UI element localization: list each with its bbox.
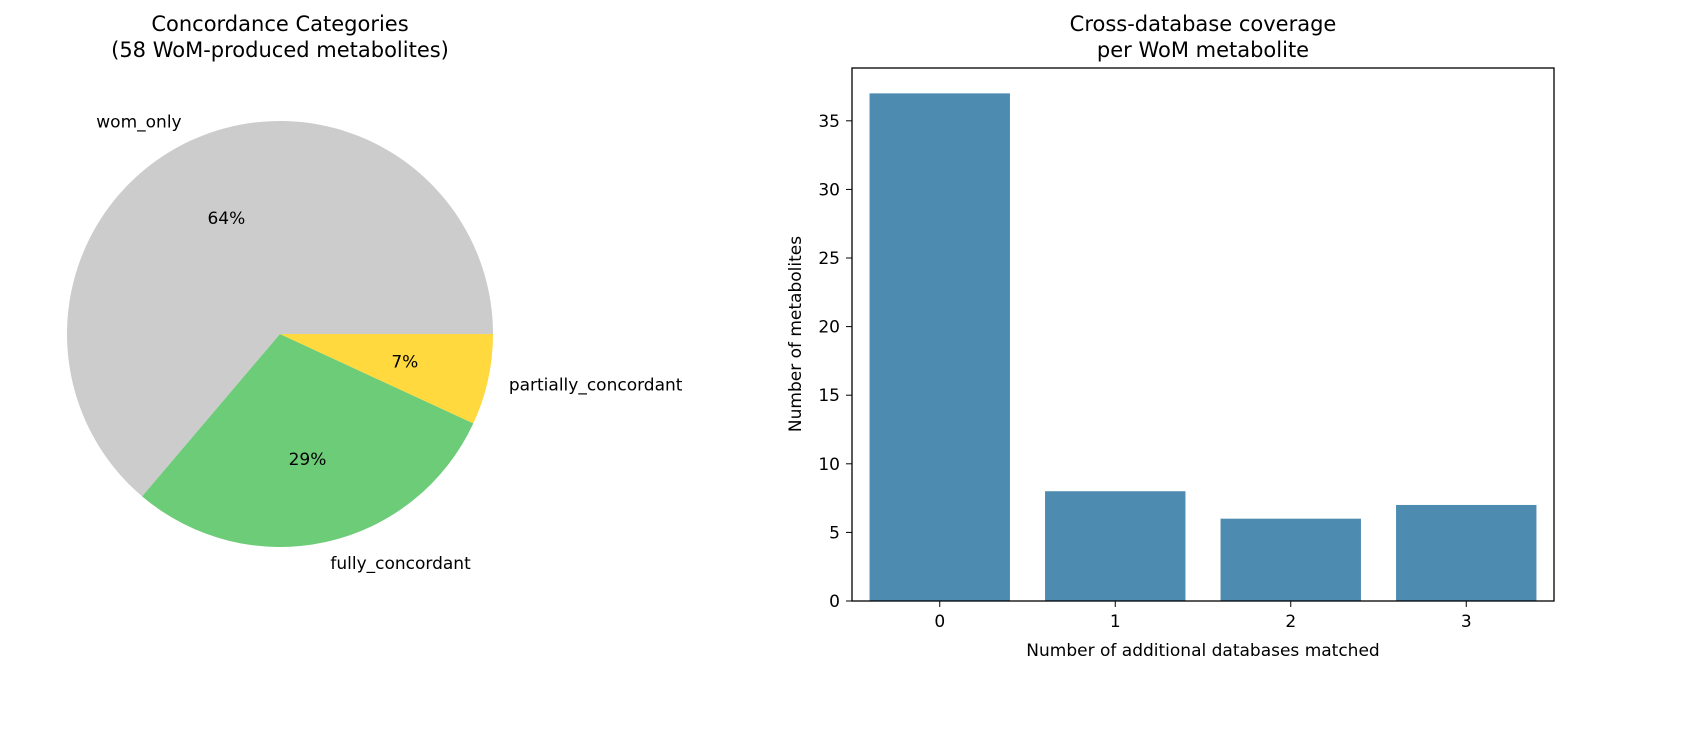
bar-title-line-1: Cross-database coverage bbox=[1070, 12, 1337, 36]
pie-label-wom_only: wom_only bbox=[96, 112, 181, 132]
bar-3 bbox=[1396, 504, 1537, 601]
pie-pct-label-partially_concordant: 7% bbox=[391, 352, 418, 372]
y-tick-label: 35 bbox=[818, 112, 840, 132]
pie-pct-label-fully_concordant: 29% bbox=[289, 450, 327, 470]
pie-title-line-1: Concordance Categories bbox=[151, 12, 408, 36]
bar-0 bbox=[869, 93, 1010, 601]
bar-2 bbox=[1220, 518, 1361, 601]
x-axis-label: Number of additional databases matched bbox=[1026, 641, 1379, 661]
x-tick-label: 0 bbox=[934, 612, 945, 632]
pie-slice-partially_concordant bbox=[280, 334, 493, 424]
pie-label-partially_concordant: partially_concordant bbox=[509, 375, 683, 395]
y-tick-label: 20 bbox=[818, 318, 840, 338]
bar-1 bbox=[1045, 491, 1186, 601]
pie-title-line-2: (58 WoM-produced metabolites) bbox=[111, 38, 449, 62]
plot-frame bbox=[851, 67, 1555, 602]
y-tick-label: 10 bbox=[818, 455, 840, 475]
bar-title-line-2: per WoM metabolite bbox=[1097, 38, 1309, 62]
y-tick-label: 30 bbox=[818, 180, 840, 200]
x-tick-label: 1 bbox=[1110, 612, 1121, 632]
pie-pct-label-wom_only: 64% bbox=[207, 209, 245, 229]
x-tick-label: 3 bbox=[1461, 612, 1472, 632]
y-tick-label: 25 bbox=[818, 249, 840, 269]
bar-chart: Cross-database coverage per WoM metaboli… bbox=[786, 12, 1555, 661]
pie-slice-fully_concordant bbox=[142, 334, 474, 547]
y-tick-label: 15 bbox=[818, 386, 840, 406]
pie-slice-wom_only bbox=[66, 121, 493, 497]
y-tick-label: 0 bbox=[829, 592, 840, 612]
y-tick-label: 5 bbox=[829, 523, 840, 543]
pie-label-fully_concordant: fully_concordant bbox=[330, 554, 471, 574]
y-axis-label: Number of metabolites bbox=[786, 236, 806, 432]
pie-chart: Concordance Categories (58 WoM-produced … bbox=[66, 12, 683, 574]
x-tick-label: 2 bbox=[1285, 612, 1296, 632]
